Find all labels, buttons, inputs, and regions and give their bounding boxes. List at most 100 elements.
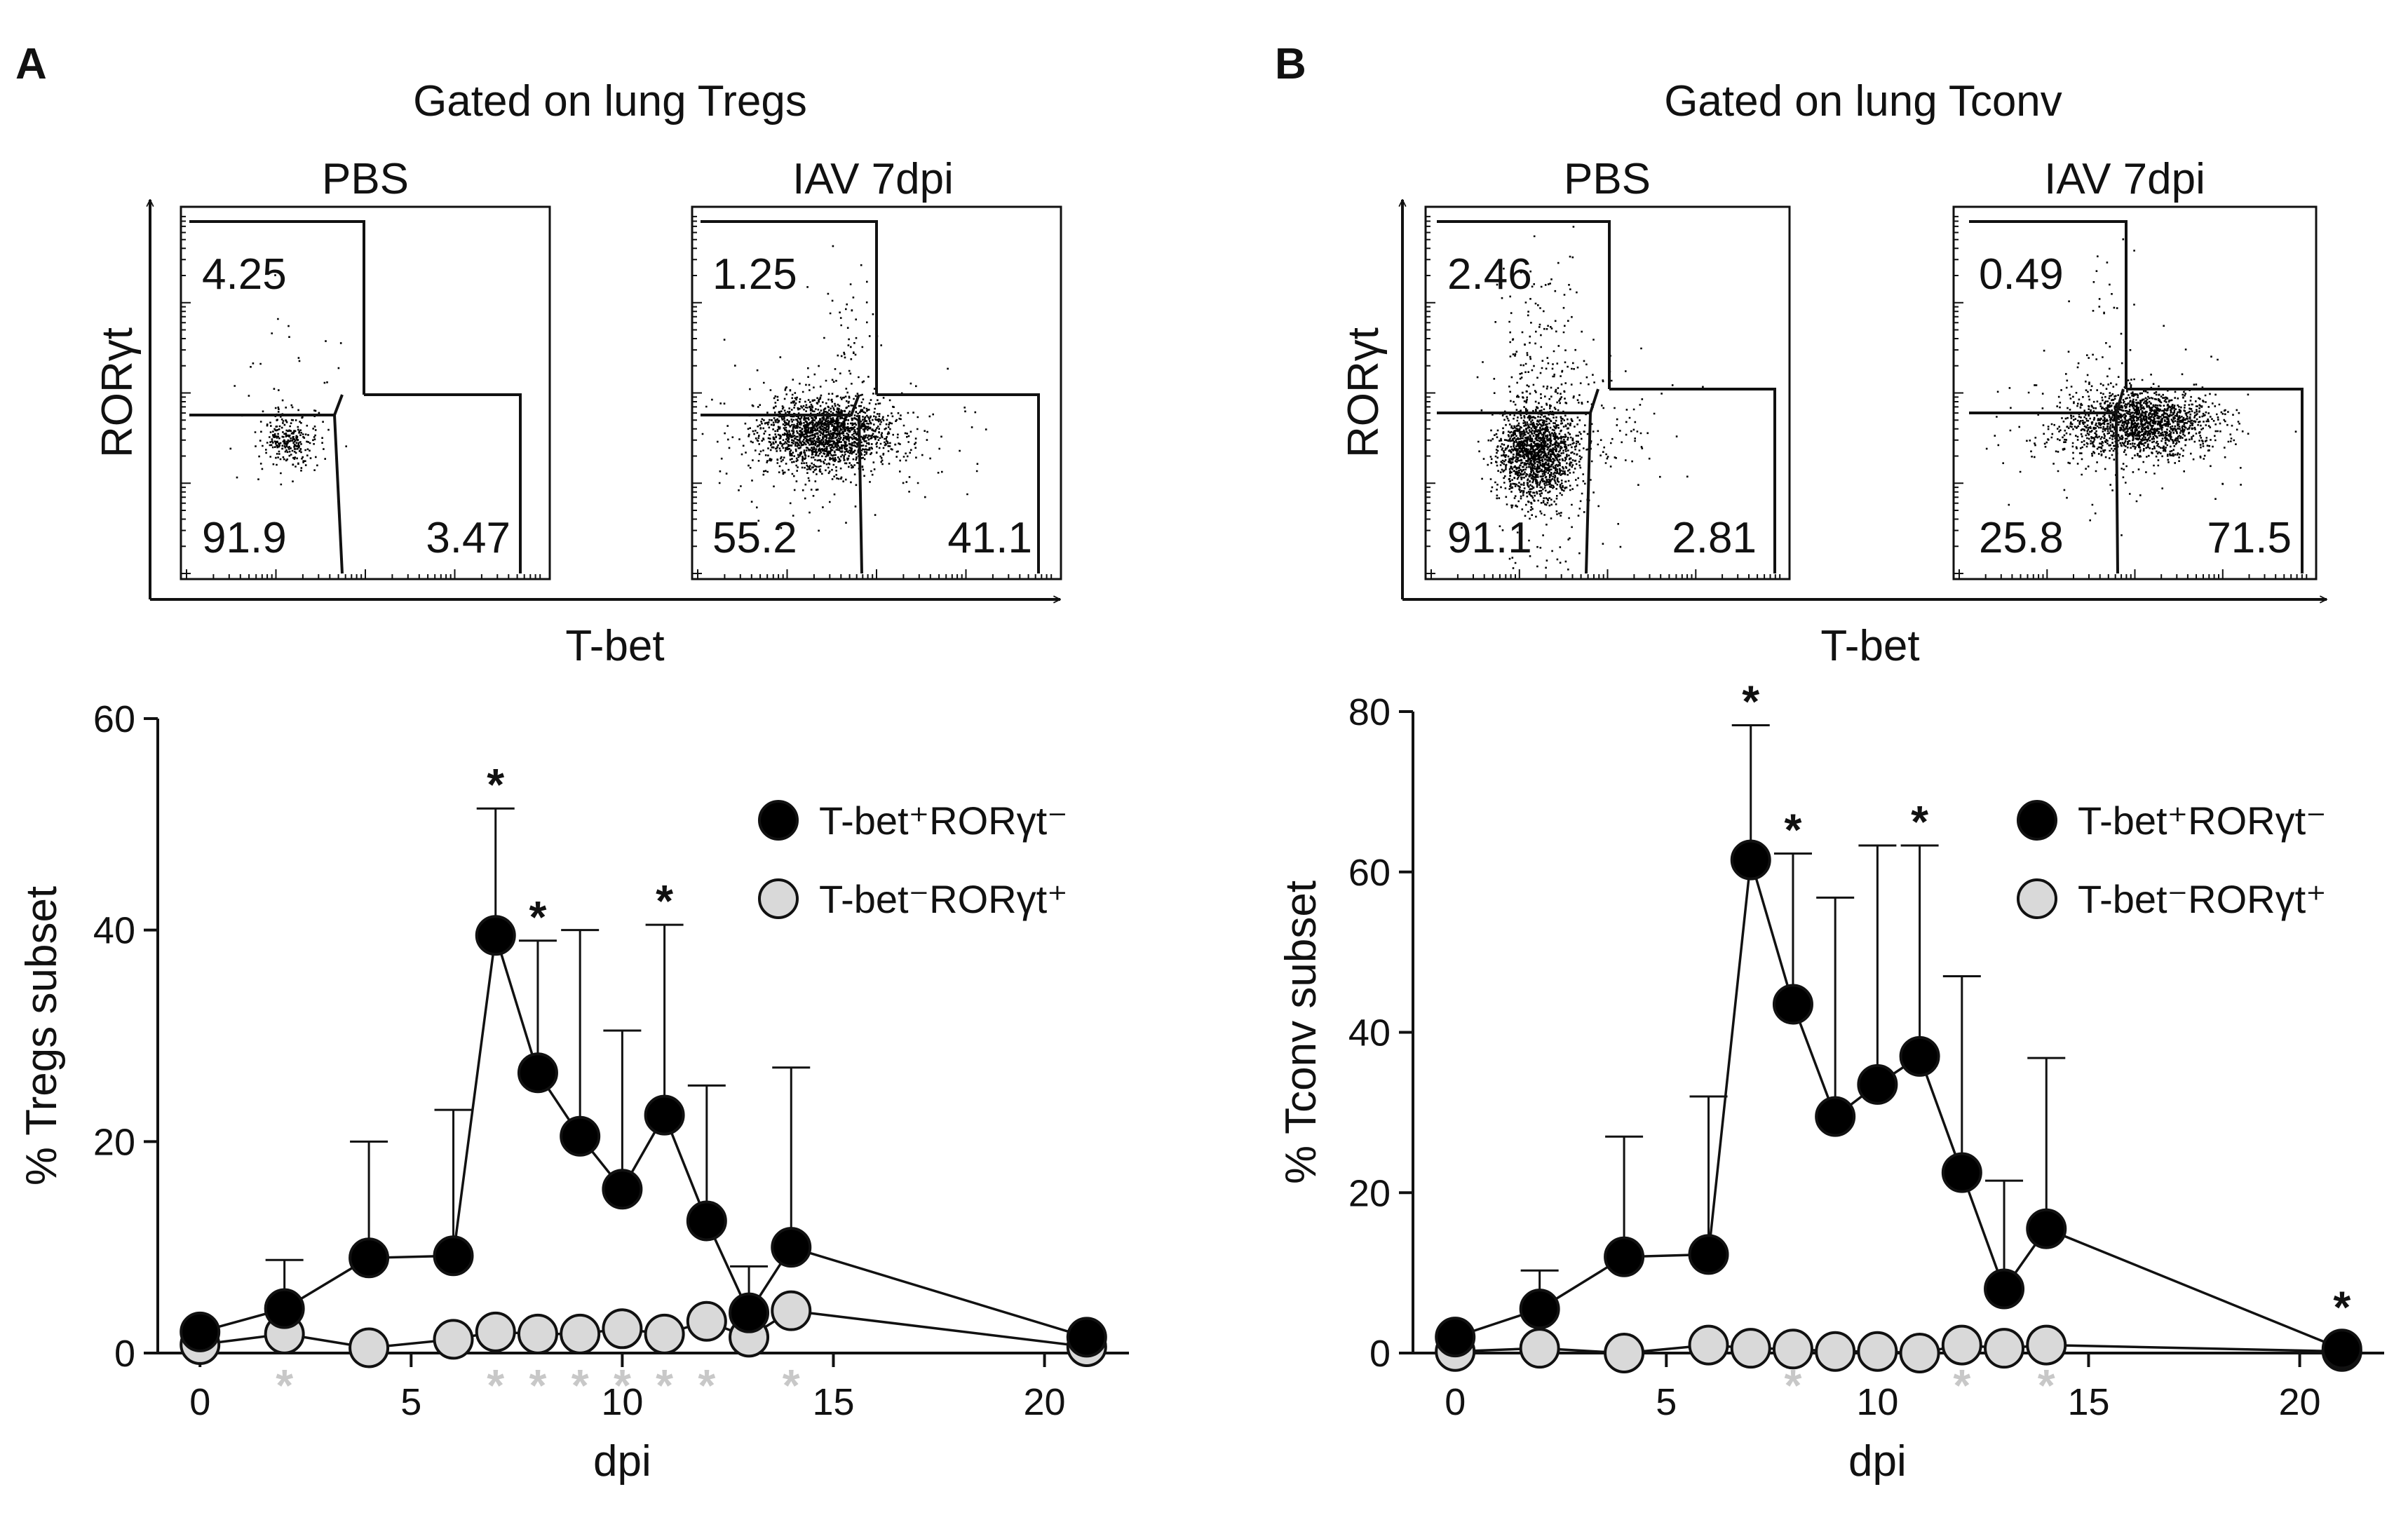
data-point — [2321, 1329, 2362, 1370]
significance-star-gray: * — [1953, 1360, 1970, 1411]
data-point — [1772, 1329, 1813, 1370]
gate-rorgt-positive — [701, 220, 878, 395]
data-point — [1604, 1333, 1645, 1373]
flow-condition-label: PBS — [322, 155, 409, 203]
significance-star-gray: * — [529, 1360, 547, 1411]
gate-value-lower-right: 3.47 — [426, 514, 510, 562]
data-point — [1772, 984, 1813, 1025]
data-point — [1857, 1331, 1898, 1372]
gate-value-lower-left: 55.2 — [712, 514, 797, 562]
gate-value-lower-left: 91.1 — [1447, 514, 1532, 562]
series-tbet-pos: * * * * — [1435, 676, 2362, 1370]
legend-label: T-bet⁺RORγt⁻ — [2078, 799, 2327, 843]
x-tick-label: 15 — [2067, 1381, 2109, 1423]
series-tbet-pos: * * * — [180, 759, 1107, 1358]
event-dots — [1461, 226, 1704, 571]
x-tick-label: 5 — [1656, 1381, 1677, 1423]
y-axis-label: % Tregs subset — [18, 886, 66, 1185]
gate-value-upper-left: 4.25 — [202, 250, 287, 299]
data-point — [1730, 1328, 1771, 1369]
flow-ylabel-b: RORγt — [1339, 327, 1388, 458]
panel-letter-b: B — [1275, 40, 1306, 88]
data-point — [686, 1300, 727, 1342]
y-tick-label: 20 — [93, 1121, 135, 1163]
y-tick-label: 40 — [1348, 1012, 1391, 1054]
data-point — [1688, 1324, 1729, 1366]
flow-axes-a: T-bet RORγt — [93, 200, 1060, 670]
data-point — [1815, 1331, 1856, 1372]
gate-rorgt-positive — [1969, 220, 2128, 389]
gate-double-negative-top — [701, 394, 860, 416]
data-point — [1519, 1289, 1560, 1330]
flow-events — [701, 245, 987, 546]
gate-tbet-positive — [364, 393, 522, 573]
data-point — [1519, 1328, 1560, 1369]
data-point — [180, 1311, 221, 1352]
legend-label: T-bet⁺RORγt⁻ — [819, 799, 1068, 843]
significance-star: * — [529, 892, 547, 942]
series-rorgt-pos: * * * — [1435, 1324, 2362, 1411]
gate-value-lower-left: 25.8 — [1979, 514, 2064, 562]
log-ticks — [181, 215, 541, 579]
data-point — [433, 1319, 474, 1360]
log-ticks — [1426, 215, 1781, 579]
data-point — [1688, 1234, 1729, 1275]
gate-divider — [2115, 412, 2119, 574]
x-tick-label: 20 — [2279, 1381, 2321, 1423]
x-tick-label: 20 — [1024, 1381, 1066, 1423]
flow-events — [1985, 233, 2297, 536]
legend-item: T-bet⁻RORγt⁺ — [758, 877, 1068, 921]
data-point — [1899, 1035, 1940, 1077]
flow-title-b: Gated on lung Tconv — [1664, 77, 2062, 125]
data-point — [1941, 1324, 1982, 1366]
gate-value-lower-right: 2.81 — [1672, 514, 1757, 562]
event-dots — [1985, 233, 2297, 536]
data-point — [1066, 1317, 1107, 1358]
y-tick-label: 60 — [1348, 852, 1391, 894]
flow-ylabel-a: RORγt — [93, 327, 142, 458]
x-tick-label: 10 — [1856, 1381, 1898, 1423]
flow-plot-b-pbs: PBS 2.46 91.1 2.81 — [1424, 155, 1791, 580]
significance-star: * — [1742, 676, 1759, 726]
legend-item: T-bet⁺RORγt⁻ — [758, 799, 1068, 843]
legend-label: T-bet⁻RORγt⁺ — [819, 877, 1068, 921]
significance-star: * — [2333, 1282, 2350, 1332]
series-line — [1454, 860, 2343, 1350]
data-point — [1604, 1236, 1645, 1277]
y-tick-label: 0 — [114, 1333, 135, 1375]
data-point — [729, 1292, 770, 1333]
log-ticks — [692, 215, 1053, 579]
y-axis-label: % Tconv subset — [1277, 881, 1325, 1184]
gate-divider — [1585, 412, 1592, 574]
gate-value-lower-left: 91.9 — [202, 514, 287, 562]
data-point — [475, 1311, 516, 1352]
flow-condition-label: IAV 7dpi — [792, 155, 954, 203]
data-point — [1435, 1317, 1476, 1358]
flow-plot-a-iav: IAV 7dpi 1.25 55.2 41.1 — [691, 155, 1062, 580]
data-point — [2026, 1324, 2067, 1366]
significance-star-gray: * — [783, 1360, 800, 1411]
data-point — [1984, 1268, 2025, 1310]
data-point — [1941, 1152, 1982, 1193]
event-dots — [701, 245, 987, 546]
data-point — [2026, 1208, 2067, 1249]
data-point — [517, 1313, 558, 1354]
y-tick-label: 0 — [1369, 1333, 1391, 1375]
data-point — [349, 1327, 390, 1368]
y-tick-label: 20 — [1348, 1172, 1391, 1214]
significance-star-gray: * — [1785, 1360, 1802, 1411]
legend-marker — [758, 800, 799, 841]
data-point — [644, 1313, 685, 1354]
gate-value-upper-left: 1.25 — [712, 250, 797, 299]
flow-title-a: Gated on lung Tregs — [413, 77, 807, 125]
flow-xlabel-a: T-bet — [565, 622, 664, 670]
data-point — [349, 1237, 390, 1279]
legend-label: T-bet⁻RORγt⁺ — [2078, 877, 2327, 921]
gate-rorgt-positive — [1437, 220, 1611, 389]
significance-star-gray: * — [698, 1360, 715, 1411]
flow-events — [229, 274, 347, 486]
flow-condition-label: PBS — [1564, 155, 1651, 203]
legend-item: T-bet⁻RORγt⁺ — [2017, 877, 2327, 921]
flow-xlabel-b: T-bet — [1820, 622, 1919, 670]
